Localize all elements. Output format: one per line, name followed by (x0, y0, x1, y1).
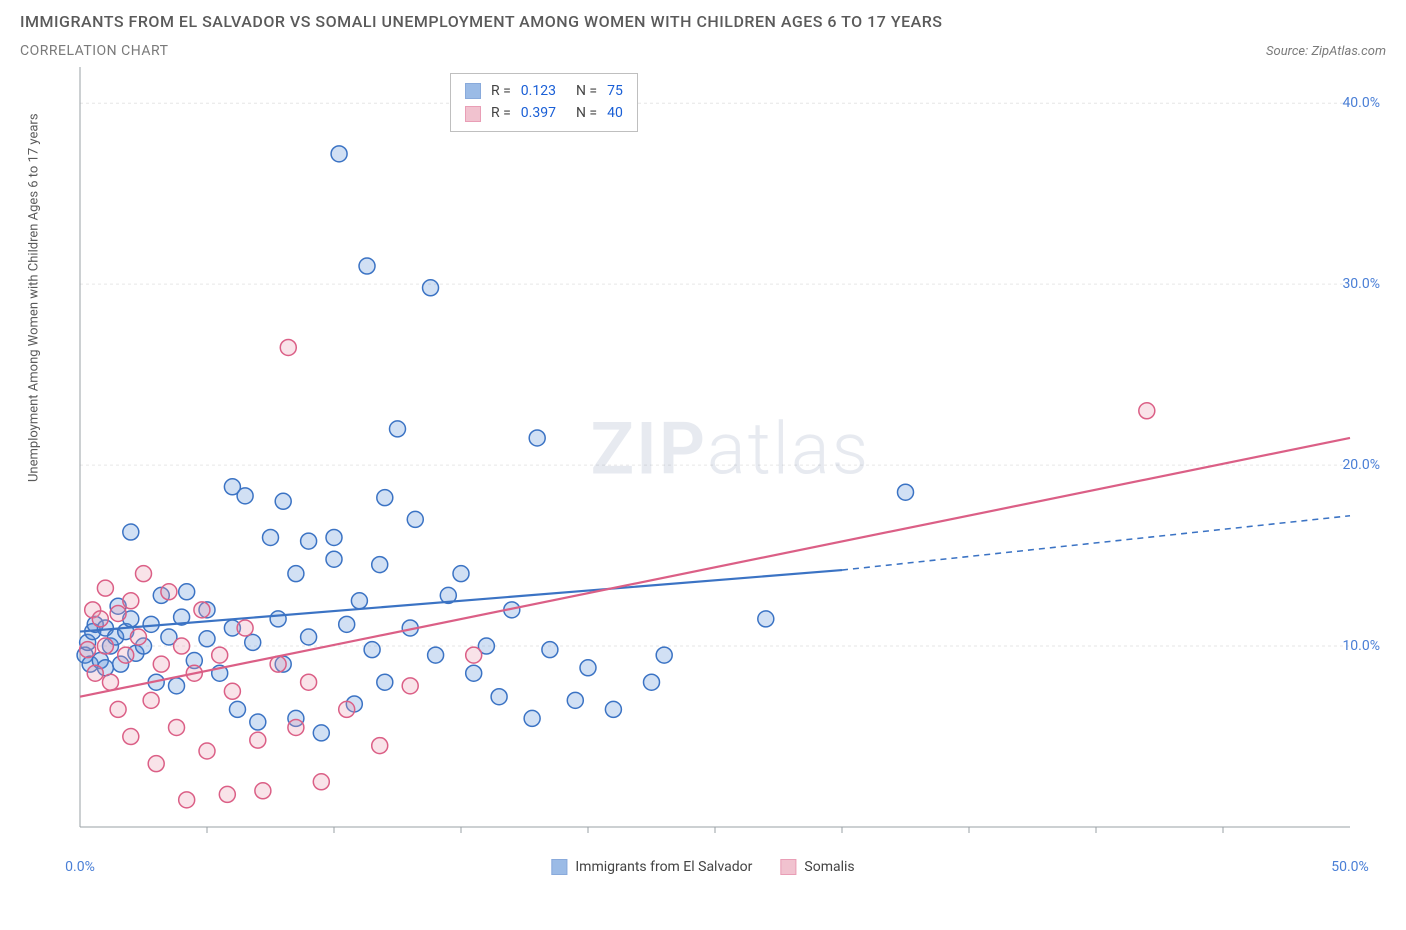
legend-item-0: Immigrants from El Salvador (551, 859, 752, 875)
stats-n-label: N = (576, 80, 597, 102)
stats-n-value-1: 40 (607, 102, 623, 124)
stats-n-value-0: 75 (607, 80, 623, 102)
y-tick-label: 10.0% (1342, 638, 1380, 654)
legend-label-0: Immigrants from El Salvador (575, 859, 752, 875)
stats-r-label: R = (491, 102, 511, 124)
stats-n-label: N = (576, 102, 597, 124)
y-tick-label: 20.0% (1342, 457, 1380, 473)
legend-swatch-0b (551, 859, 567, 875)
stats-r-value-0: 0.123 (521, 80, 556, 102)
source-prefix: Source: (1266, 44, 1311, 59)
stats-row-1: R = 0.397 N = 40 (465, 102, 623, 124)
legend-swatch-1b (780, 859, 796, 875)
scatter-plot (20, 67, 1386, 867)
legend-swatch-1 (465, 106, 481, 122)
legend-label-1: Somalis (804, 859, 854, 875)
y-tick-label: 40.0% (1342, 95, 1380, 111)
legend-swatch-0 (465, 83, 481, 99)
source-attribution: Source: ZipAtlas.com (1266, 44, 1386, 59)
y-tick-label: 30.0% (1342, 276, 1380, 292)
stats-r-value-1: 0.397 (521, 102, 556, 124)
legend-item-1: Somalis (780, 859, 854, 875)
y-axis-label: Unemployment Among Women with Children A… (27, 113, 42, 482)
source-name: ZipAtlas.com (1311, 44, 1386, 59)
stats-row-0: R = 0.123 N = 75 (465, 80, 623, 102)
chart-container: Unemployment Among Women with Children A… (20, 67, 1386, 897)
bottom-legend: Immigrants from El Salvador Somalis (551, 859, 854, 875)
stats-legend: R = 0.123 N = 75 R = 0.397 N = 40 (450, 73, 638, 132)
subheader: CORRELATION CHART Source: ZipAtlas.com (20, 43, 1386, 59)
x-tick-label: 0.0% (65, 859, 95, 875)
x-tick-label: 50.0% (1331, 859, 1369, 875)
stats-r-label: R = (491, 80, 511, 102)
chart-subtitle: CORRELATION CHART (20, 43, 168, 59)
chart-title: IMMIGRANTS FROM EL SALVADOR VS SOMALI UN… (20, 12, 1386, 31)
